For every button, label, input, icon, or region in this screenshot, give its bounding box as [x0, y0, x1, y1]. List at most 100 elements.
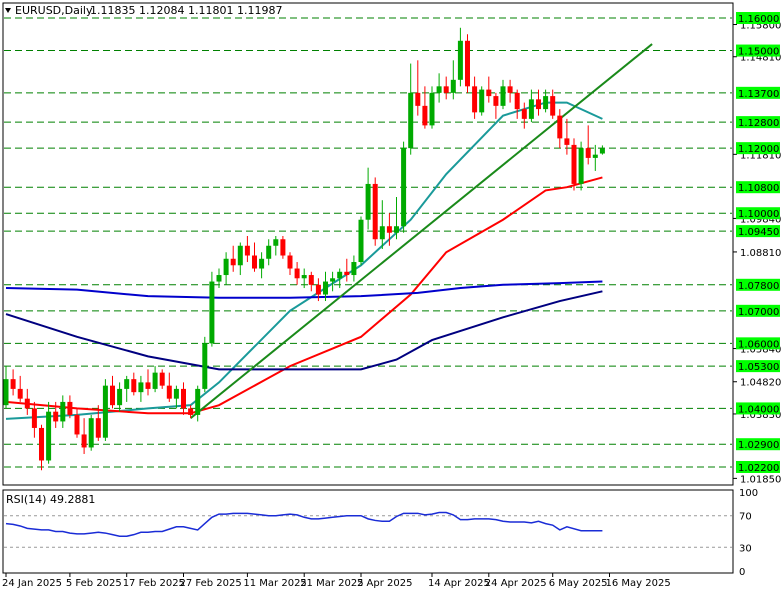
- level-label: 1.04000: [738, 404, 779, 415]
- candle-body: [202, 343, 208, 389]
- candle-body: [493, 96, 499, 106]
- candle-body: [88, 418, 94, 448]
- candle-body: [408, 92, 414, 149]
- date-label: 5 Feb 2025: [66, 578, 122, 589]
- candle-body: [67, 401, 73, 415]
- candle-body: [536, 99, 541, 110]
- candle-body: [216, 275, 222, 282]
- symbol-label: EURUSD,Daily: [15, 4, 93, 17]
- candle-body: [53, 411, 59, 422]
- candle-body: [273, 239, 279, 246]
- candle-body: [344, 271, 350, 276]
- candle-body: [337, 271, 343, 279]
- date-label: 6 May 2025: [549, 578, 608, 589]
- price-tick-label: 1.03830: [740, 410, 781, 421]
- candle-body: [379, 226, 385, 240]
- candle-body: [486, 89, 492, 97]
- candle-body: [181, 388, 186, 409]
- rsi-scale: 100 70 30 0: [739, 488, 758, 578]
- price-tick-label: 1.05840: [740, 345, 781, 356]
- date-label: 21 Mar 2025: [300, 578, 363, 589]
- candle-body: [308, 275, 314, 285]
- candle-body: [507, 86, 513, 93]
- date-label: 2 Apr 2025: [357, 578, 412, 589]
- rsi-scale-label: 0: [739, 567, 745, 578]
- price-tick-label: 1.09840: [740, 214, 781, 225]
- rsi-level-lines: [4, 515, 732, 548]
- level-label-box: [736, 438, 780, 451]
- level-label-box: [736, 142, 780, 155]
- candle-body: [465, 40, 470, 87]
- level-labels: 1.16000 1.15000 1.13700 1.12800 1.12000 1.108…: [736, 12, 780, 474]
- candle-body: [3, 379, 9, 406]
- candle-body: [138, 382, 144, 393]
- candle-body: [500, 86, 506, 106]
- candle-body: [351, 262, 357, 276]
- candle-body: [280, 239, 286, 256]
- candle-body: [450, 79, 456, 93]
- candle-body: [74, 414, 80, 435]
- price-tick-label: 1.14810: [740, 53, 781, 64]
- level-label-box: [736, 86, 780, 99]
- candle-body: [131, 379, 137, 393]
- ohlc-values: 1.11835 1.12084 1.11801 1.11987: [90, 4, 282, 17]
- candle-body: [81, 434, 87, 448]
- candle-body: [472, 86, 478, 113]
- candle-body: [31, 408, 37, 428]
- price-panel: [2, 2, 734, 486]
- candle-body: [415, 92, 421, 106]
- candle-body: [315, 284, 321, 295]
- candle-body: [358, 219, 364, 263]
- level-label: 1.09450: [738, 227, 779, 238]
- candle-body: [159, 372, 165, 386]
- level-label-box: [736, 207, 780, 220]
- moving-average-line-ma_mid: [5, 176, 603, 415]
- level-label: 1.12000: [738, 144, 779, 155]
- candle-body: [223, 258, 229, 276]
- candle-body: [230, 258, 236, 266]
- candle-body: [372, 183, 378, 240]
- date-label: 14 Apr 2025: [428, 578, 490, 589]
- level-label: 1.12800: [738, 118, 779, 129]
- candle-body: [521, 109, 527, 119]
- candle-body: [457, 40, 463, 80]
- level-label-box: [736, 337, 780, 350]
- candle-body: [259, 258, 265, 269]
- candle-body: [152, 372, 158, 389]
- level-label-box: [736, 44, 780, 57]
- candle-body: [173, 388, 179, 399]
- candle-body: [479, 89, 485, 113]
- level-label: 1.10000: [738, 209, 779, 220]
- date-label: 24 Jan 2025: [2, 578, 62, 589]
- level-label-box: [736, 460, 780, 473]
- moving-average-line-ma_long: [5, 280, 603, 299]
- candle-body: [301, 275, 307, 279]
- candle-body: [287, 255, 293, 269]
- level-label-box: [736, 12, 780, 25]
- candle-body: [252, 255, 257, 269]
- candle-body: [394, 226, 399, 233]
- price-tick-label: 1.15800: [740, 21, 781, 32]
- candle-body: [429, 92, 435, 126]
- date-label: 27 Feb 2025: [180, 578, 242, 589]
- level-label-box: [736, 360, 780, 373]
- date-label: 17 Feb 2025: [123, 578, 185, 589]
- candle-body: [17, 388, 23, 399]
- candle-body: [209, 281, 215, 344]
- candle-body: [195, 388, 201, 415]
- price-tick-label: 1.01850: [740, 474, 781, 485]
- moving-average-line-ma_slow: [5, 290, 603, 371]
- candle-body: [39, 427, 44, 461]
- candle-body: [514, 92, 520, 110]
- candlesticks: [3, 27, 605, 471]
- candle-body: [24, 398, 30, 409]
- candle-body: [188, 408, 194, 415]
- candle-body: [46, 411, 52, 461]
- candle-body: [124, 379, 130, 389]
- rsi-scale-label: 70: [739, 512, 752, 523]
- candle-body: [528, 99, 534, 119]
- price-tick-label: 1.04820: [740, 378, 781, 389]
- candle-body: [110, 385, 115, 406]
- triangle-down-icon[interactable]: [5, 8, 11, 13]
